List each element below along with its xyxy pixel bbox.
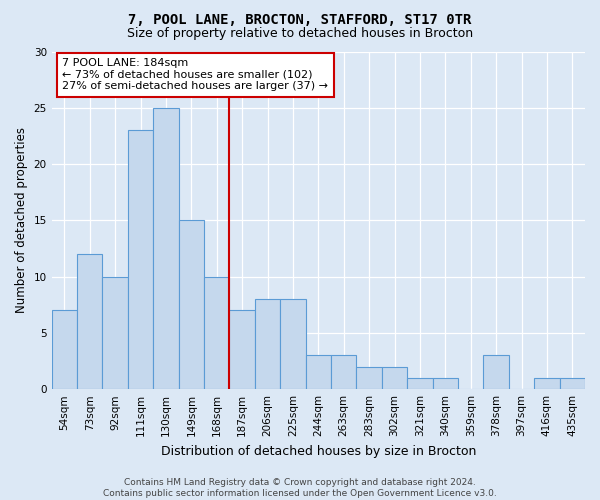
Bar <box>52 310 77 389</box>
Bar <box>382 366 407 389</box>
Bar <box>305 356 331 389</box>
Bar <box>204 276 229 389</box>
Bar <box>331 356 356 389</box>
Bar <box>255 299 280 389</box>
Bar <box>407 378 433 389</box>
X-axis label: Distribution of detached houses by size in Brocton: Distribution of detached houses by size … <box>161 444 476 458</box>
Text: Size of property relative to detached houses in Brocton: Size of property relative to detached ho… <box>127 28 473 40</box>
Bar <box>103 276 128 389</box>
Bar <box>560 378 585 389</box>
Bar <box>484 356 509 389</box>
Bar <box>433 378 458 389</box>
Text: 7, POOL LANE, BROCTON, STAFFORD, ST17 0TR: 7, POOL LANE, BROCTON, STAFFORD, ST17 0T… <box>128 12 472 26</box>
Bar <box>153 108 179 389</box>
Bar <box>77 254 103 389</box>
Text: 7 POOL LANE: 184sqm
← 73% of detached houses are smaller (102)
27% of semi-detac: 7 POOL LANE: 184sqm ← 73% of detached ho… <box>62 58 328 92</box>
Bar <box>128 130 153 389</box>
Bar <box>280 299 305 389</box>
Bar <box>229 310 255 389</box>
Bar <box>534 378 560 389</box>
Text: Contains HM Land Registry data © Crown copyright and database right 2024.
Contai: Contains HM Land Registry data © Crown c… <box>103 478 497 498</box>
Bar <box>179 220 204 389</box>
Bar <box>356 366 382 389</box>
Y-axis label: Number of detached properties: Number of detached properties <box>15 128 28 314</box>
